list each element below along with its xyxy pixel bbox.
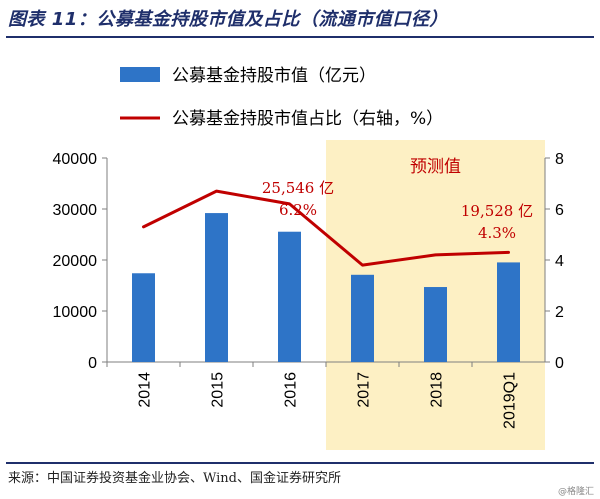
left-tick-label: 0: [88, 355, 97, 372]
source-rule: [6, 462, 594, 464]
x-tick-label: 2019Q1: [502, 372, 519, 429]
bar: [205, 213, 228, 362]
forecast-label: 预测值: [410, 157, 461, 177]
data-annotation: 25,546 亿: [262, 179, 334, 197]
right-tick-label: 0: [555, 355, 564, 372]
bar: [278, 231, 301, 362]
right-tick-label: 4: [555, 253, 564, 270]
data-annotation: 4.3%: [478, 224, 516, 242]
figure-title: 图表 11：公募基金持股市值及占比（流通市值口径）: [8, 2, 594, 34]
legend-label-bar: 公募基金持股市值（亿元）: [172, 66, 376, 86]
legend-swatch-bar: [120, 67, 160, 82]
right-tick-label: 2: [555, 304, 564, 321]
x-tick-label: 2014: [137, 372, 154, 408]
bar: [351, 274, 374, 362]
x-tick-label: 2016: [283, 372, 300, 408]
right-tick-label: 6: [555, 202, 564, 219]
ratio-line: [142, 189, 510, 267]
watermark: @格隆汇: [557, 487, 594, 497]
figure-title-text: 图表 11：公募基金持股市值及占比（流通市值口径）: [8, 9, 448, 30]
source-note: 来源：中国证券投资基金业协会、Wind、国金证券研究所: [8, 471, 341, 486]
left-tick-label: 30000: [53, 202, 98, 219]
bar: [424, 287, 447, 362]
bar: [497, 262, 520, 362]
right-tick-label: 8: [555, 151, 564, 168]
title-rule: [6, 36, 594, 38]
x-tick-label: 2017: [356, 372, 373, 408]
legend-label-line: 公募基金持股市值占比（右轴，%）: [172, 109, 443, 129]
left-tick-label: 40000: [53, 151, 98, 168]
x-tick-label: 2018: [429, 372, 446, 408]
left-tick-label: 20000: [53, 253, 98, 270]
data-annotation: 6.2%: [279, 201, 317, 219]
bar: [132, 273, 155, 362]
data-annotation: 19,528 亿: [461, 202, 533, 220]
x-tick-label: 2015: [210, 372, 227, 408]
left-tick-label: 10000: [53, 304, 98, 321]
